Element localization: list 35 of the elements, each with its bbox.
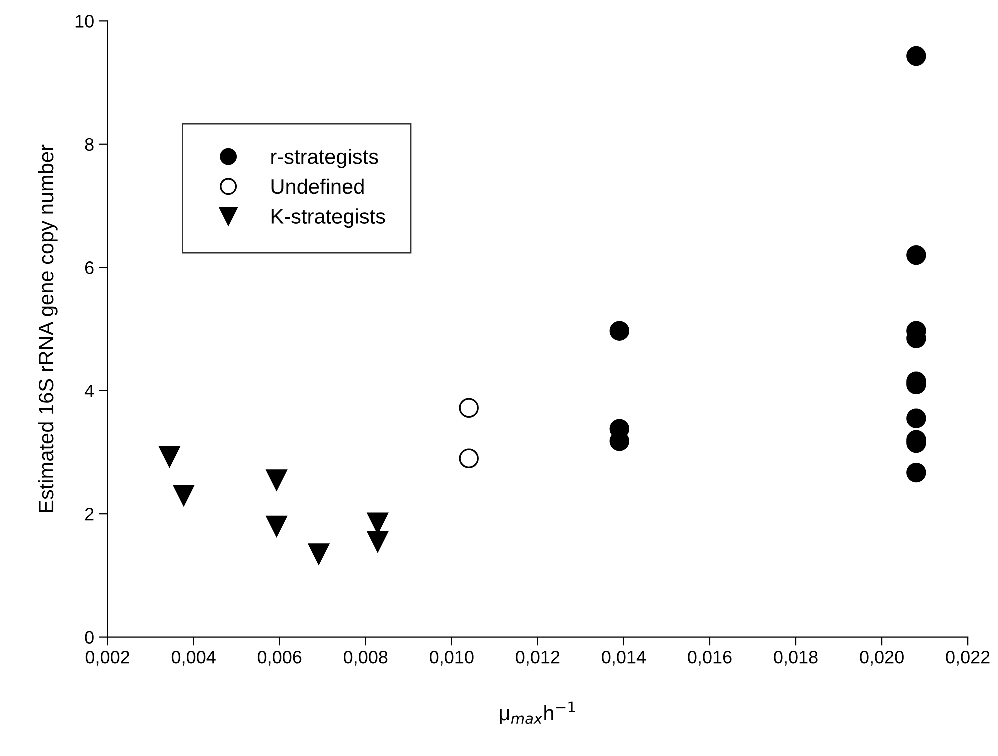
y-tick-label: 10	[76, 15, 94, 28]
x-tick-label: 0,020	[860, 650, 904, 666]
point	[906, 245, 926, 266]
legend-label: r-strategists	[272, 149, 378, 168]
x-tick-label: 0,008	[344, 650, 388, 666]
legend-label: K-strategists	[272, 208, 386, 228]
y-axis-title: Estimated 16S rRNA gene copy number	[38, 144, 58, 512]
y-tick-label: 0	[85, 631, 94, 644]
point	[173, 485, 194, 506]
x-tick-label: 0,016	[688, 650, 732, 666]
point	[610, 321, 630, 341]
x-tick-label: 0,018	[774, 650, 818, 666]
y-tick-label: 6	[85, 262, 94, 274]
point	[266, 470, 288, 491]
point	[159, 446, 180, 468]
x-tick-label: 0,022	[946, 650, 990, 666]
x-tick-label: 0,012	[516, 650, 560, 666]
point	[308, 544, 330, 565]
y-tick-label: 2	[85, 508, 94, 521]
point	[459, 398, 479, 418]
legend-label: Undefined	[272, 178, 364, 194]
point	[367, 531, 388, 552]
point	[266, 516, 288, 537]
point	[459, 448, 479, 468]
x-tick-label: 0,006	[258, 650, 302, 666]
point	[906, 46, 926, 66]
x-tick-label: 0,010	[430, 650, 474, 666]
y-tick-label: 4	[84, 384, 94, 398]
x-tick-label: 0,002	[86, 650, 130, 666]
y-tick-label: 8	[85, 138, 94, 152]
x-tick-label: 0,014	[602, 650, 646, 666]
x-axis-title: μ$_{max}$h$^{−1}$	[500, 702, 576, 725]
point	[906, 408, 926, 428]
point	[906, 462, 926, 483]
x-tick-label: 0,004	[172, 650, 216, 666]
